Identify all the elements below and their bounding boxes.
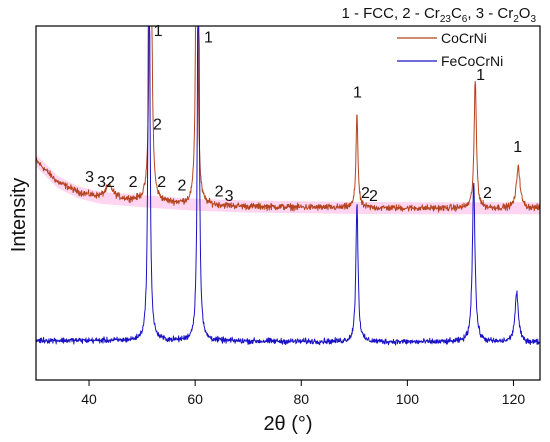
x-tick-label: 40 — [81, 391, 97, 407]
legend-label-cocrni: CoCrNi — [441, 30, 487, 46]
y-axis-title: Intensity — [8, 178, 30, 252]
plot-series — [35, 25, 541, 346]
peak-label: 2 — [177, 178, 186, 195]
peak-label: 2 — [157, 174, 166, 191]
x-tick-label: 120 — [502, 391, 526, 407]
peak-label: 32 — [97, 174, 115, 191]
peak-label: 1 — [204, 30, 213, 47]
series-line-fecocrni — [35, 25, 541, 346]
peak-label: 3 — [85, 169, 94, 186]
legend: CoCrNi FeCoCrNi — [397, 30, 503, 69]
plot-frame — [35, 25, 541, 381]
peak-label: 2 — [483, 185, 492, 202]
peak-label: 1 — [513, 139, 522, 156]
peak-label: 2 — [361, 185, 370, 202]
peak-label: 2 — [369, 188, 378, 205]
x-tick-label: 80 — [293, 391, 309, 407]
peak-label: 2 — [153, 117, 162, 134]
x-axis-ticks: 40 60 80 100 120 — [81, 380, 525, 407]
peak-label: 3 — [225, 188, 234, 205]
legend-label-fecocrni: FeCoCrNi — [441, 53, 503, 69]
peak-label: 2 — [129, 174, 138, 191]
x-axis-title: 2θ (°) — [263, 413, 312, 435]
peak-label: 1 — [154, 23, 163, 40]
x-tick-label: 60 — [187, 391, 203, 407]
x-tick-label: 100 — [396, 391, 420, 407]
chart-title: 1 - FCC, 2 - Cr23C6, 3 - Cr2O3 — [341, 5, 536, 25]
peak-label: 1 — [476, 67, 485, 84]
peak-label: 1 — [353, 85, 362, 102]
series-line-cocrni — [35, 25, 541, 213]
peak-label: 2 — [215, 184, 224, 201]
